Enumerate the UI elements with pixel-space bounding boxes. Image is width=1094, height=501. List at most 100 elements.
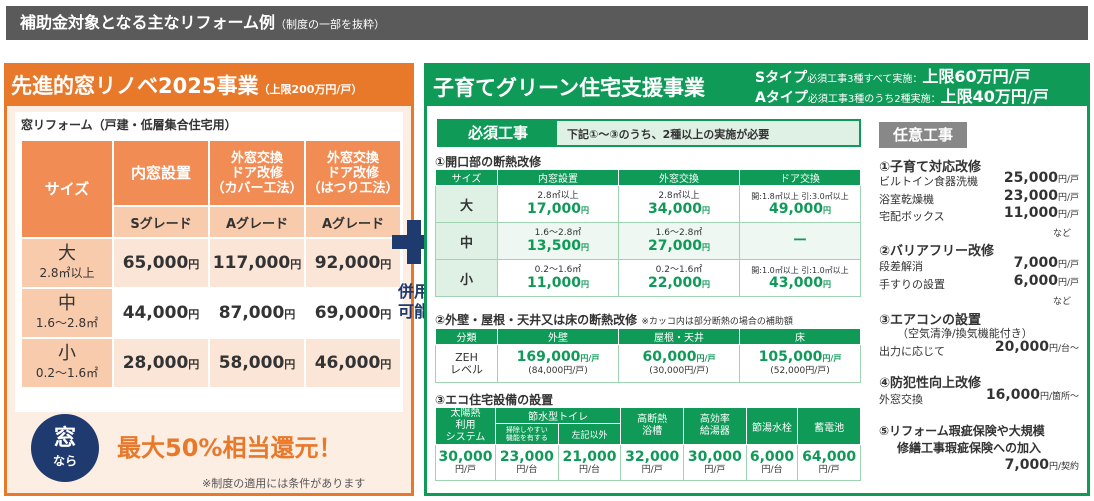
opt-item-name: 手すりの設置 — [879, 278, 945, 291]
window-renovation-panel: 先進的窓リノベ2025事業（上限200万円/戸） 窓リフォーム（戸建・低層集合住… — [4, 63, 414, 496]
yen-unit: 円 — [702, 242, 711, 252]
opt-item-name: ビルトイン食器洗機 — [879, 175, 978, 188]
cell-value: 169,000 — [516, 349, 581, 365]
combination-label: 併用 可能 — [394, 282, 434, 322]
size-cell: 大 — [435, 185, 498, 223]
value-cell: 117,000円 — [210, 239, 304, 287]
green-program-header: 子育てグリーン住宅支援事業 Sタイプ必須工事3種すべて実施：上限60万円/戸 A… — [427, 66, 1087, 106]
insulation-note: ※カッコ内は部分断熱の場合の補助額 — [641, 317, 793, 327]
cell-value: 27,000 — [647, 237, 703, 254]
opt-item-name: 宅配ボックス — [879, 210, 945, 223]
cell-value: ー — [793, 232, 807, 249]
yen-unit: 円 — [380, 308, 392, 321]
section-insulation: ②外壁・屋根・天井又は床の断熱改修 ※カッコ内は部分断熱の場合の補助額 — [435, 311, 793, 328]
grade-s: Sグレード — [114, 207, 208, 237]
value: 117,000 — [212, 253, 291, 273]
eco-value-cell: 21,000 円/台 — [557, 444, 622, 481]
value-cell: 58,000円 — [210, 339, 304, 387]
condition-note: ※制度の適用には条件があります — [202, 477, 366, 490]
cell-sub: 1.6～2.8㎡ — [655, 227, 703, 238]
eco-table: 太陽熱 利用 システム 節水型トイレ 高断熱 浴槽 高効率 給湯器 節湯水栓 蓄… — [435, 406, 861, 481]
eco-value-cell: 30,000 円/戸 — [435, 444, 496, 481]
col-floor: 床 — [739, 328, 861, 345]
unit: 円/戸 — [818, 464, 840, 475]
size-range: 1.6～2.8㎡ — [35, 315, 99, 330]
value: 65,000 — [122, 253, 189, 273]
yen-unit: 円 — [188, 308, 200, 321]
yen-unit: 円 — [284, 358, 296, 371]
unit: 円/戸 — [641, 464, 663, 475]
refund-headline: 最大50%相当還元！ — [117, 434, 343, 462]
col-door: ドア交換 — [739, 169, 861, 186]
s-cond: 必須工事3種すべて実施： — [807, 74, 923, 85]
unit: 円/戸 — [580, 354, 600, 363]
unit: 円/戸 — [696, 354, 716, 363]
eco-value-cell: 64,000 円/戸 — [797, 444, 861, 481]
value: 92,000 — [314, 253, 381, 273]
cell-sub: 開:1.8㎡以上 引:3.0㎡以上 — [751, 191, 849, 201]
cell-sub: 2.8㎡以上 — [537, 190, 579, 201]
value-cell: 開:1.0㎡以上 引:1.0㎡以上 43,000円 — [739, 259, 861, 297]
cell-value: 43,000 — [768, 274, 824, 291]
value: 11,000 — [1003, 205, 1058, 221]
value: 58,000 — [218, 353, 285, 373]
yen-unit: 円 — [581, 242, 590, 252]
size-cell: 中 — [435, 222, 498, 260]
window-badge: 窓なら — [31, 414, 99, 482]
opening-table: サイズ 内窓設置 外窓交換 ドア交換 大 2.8㎡以上 17,000円 2.8㎡以… — [435, 169, 861, 297]
grade-a-hatsuri: Aグレード — [306, 207, 400, 237]
col-roof: 屋根・天井 — [618, 328, 740, 345]
eco-value-cell: 23,000 円/台 — [495, 444, 559, 481]
opt-h2: ②バリアフリー改修 — [879, 244, 995, 259]
opt-item-value: 7,000円/戸 — [967, 255, 1079, 271]
size-small: 小 0.2～1.6㎡ — [22, 339, 112, 387]
col-wall: 外壁 — [497, 328, 619, 345]
section-eco: ③エコ住宅設備の設置 — [435, 393, 554, 407]
type-limits: Sタイプ必須工事3種すべて実施：上限60万円/戸 Aタイプ必須工事3種のうち2種… — [755, 68, 1049, 106]
a-limit: 上限40万円/戸 — [940, 87, 1049, 106]
col-inner: 内窓設置 — [497, 169, 619, 186]
cell-value: 17,000 — [526, 200, 582, 217]
table-row: 大 2.8㎡以上 17,000円 2.8㎡以上 34,000円 開:1.8㎡以上 引… — [435, 185, 861, 223]
unit: 円/戸 — [704, 464, 726, 475]
opt-h5a: ⑤リフォーム瑕疵保険や大規模 — [879, 424, 1045, 438]
opt-item-value: 11,000円/戸 — [967, 205, 1079, 221]
value: 28,000 — [122, 353, 189, 373]
cell-sub: (30,000円/戸) — [649, 366, 709, 376]
opt-h3: ③エアコンの設置 — [879, 313, 982, 328]
value: 44,000 — [122, 303, 189, 323]
value-cell: 92,000円 — [306, 239, 400, 287]
value-cell: 開:1.8㎡以上 引:3.0㎡以上 49,000円 — [739, 185, 861, 223]
header-note: （制度の一部を抜粋） — [275, 18, 386, 31]
badge-top: 窓 — [53, 426, 76, 451]
size-cell: 小 — [435, 259, 498, 297]
yen-unit: 円 — [380, 358, 392, 371]
value: 7,000 — [1013, 255, 1058, 271]
size-range: 2.8㎡以上 — [39, 265, 95, 280]
a-cond: 必須工事3種のうち2種実施： — [807, 94, 941, 105]
combo-line2: 可能 — [397, 302, 430, 321]
window-program-title: 先進的窓リノベ2025事業（上限200万円/戸） — [7, 66, 411, 106]
cell-value: 34,000 — [647, 200, 703, 217]
window-program-limit: （上限200万円/戸） — [258, 83, 363, 96]
yen-unit: 円 — [702, 279, 711, 289]
green-housing-panel: 子育てグリーン住宅支援事業 Sタイプ必須工事3種すべて実施：上限60万円/戸 A… — [424, 63, 1090, 496]
cell-value: 30,000 — [438, 448, 493, 465]
insulation-title: ②外壁・屋根・天井又は床の断熱改修 — [435, 313, 638, 327]
grade-a-cover: Aグレード — [210, 207, 304, 237]
table-row: 小 0.2～1.6㎡ 28,000円 58,000円 46,000円 — [22, 339, 400, 387]
required-note: 下記①～③のうち、2種以上の実施が必要 — [567, 128, 770, 141]
col-bath: 高断熱 浴槽 — [620, 407, 685, 445]
unit: 円/台～ — [1048, 344, 1079, 354]
yen-unit: 円 — [188, 258, 200, 271]
opt-item-value: 25,000円/戸 — [967, 170, 1079, 186]
value-cell: 2.8㎡以上 34,000円 — [618, 185, 740, 223]
yen-unit: 円 — [290, 258, 302, 271]
col-solar: 太陽熱 利用 システム — [435, 407, 496, 445]
window-program-name: 先進的窓リノベ2025事業 — [11, 74, 259, 98]
optional-work-label: 任意工事 — [879, 122, 967, 148]
badge-bottom: なら — [52, 454, 77, 468]
section-opening: ①開口部の断熱改修 — [435, 155, 542, 169]
opt-item-name: 外窓交換 — [879, 393, 923, 406]
zeh-label: ZEH レベル — [435, 344, 498, 383]
